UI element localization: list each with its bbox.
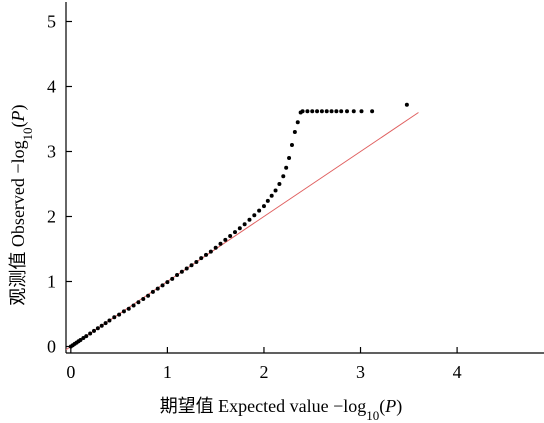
data-point bbox=[189, 263, 194, 268]
data-point bbox=[284, 165, 289, 170]
data-point bbox=[155, 286, 160, 291]
data-point bbox=[370, 109, 375, 114]
data-point bbox=[88, 331, 93, 336]
data-point bbox=[345, 109, 350, 114]
x-ticks: 0 1 2 3 4 bbox=[66, 347, 462, 382]
data-point bbox=[281, 174, 286, 179]
data-point bbox=[117, 312, 122, 317]
data-point bbox=[126, 306, 131, 311]
data-point bbox=[95, 326, 100, 331]
data-point bbox=[170, 276, 175, 281]
data-point bbox=[131, 303, 136, 308]
data-point bbox=[339, 109, 344, 114]
data-points bbox=[68, 102, 409, 349]
data-point bbox=[329, 109, 334, 114]
data-point bbox=[242, 222, 247, 227]
data-point bbox=[204, 252, 209, 257]
data-point bbox=[261, 204, 266, 209]
data-point bbox=[208, 249, 213, 254]
data-point bbox=[213, 245, 218, 250]
data-point bbox=[223, 237, 228, 242]
axes bbox=[65, 2, 544, 354]
data-point bbox=[324, 109, 329, 114]
data-point bbox=[277, 182, 282, 186]
data-point bbox=[194, 260, 199, 264]
data-point bbox=[305, 109, 310, 114]
data-point bbox=[150, 289, 155, 294]
data-point bbox=[359, 109, 364, 114]
data-point bbox=[315, 109, 320, 114]
x-tick-label: 0 bbox=[66, 362, 75, 382]
data-point bbox=[273, 188, 278, 193]
data-point bbox=[319, 109, 324, 114]
data-point bbox=[237, 226, 242, 231]
data-point bbox=[141, 297, 146, 302]
y-ticks: 0 1 2 3 4 5 bbox=[47, 12, 72, 357]
data-point bbox=[184, 266, 189, 271]
data-point bbox=[351, 109, 356, 114]
data-point bbox=[295, 120, 300, 125]
data-point bbox=[310, 109, 315, 114]
y-tick-label: 3 bbox=[47, 142, 56, 162]
data-point bbox=[334, 109, 339, 114]
data-point bbox=[84, 334, 89, 339]
data-point bbox=[103, 321, 108, 326]
data-point bbox=[247, 217, 252, 222]
data-point bbox=[165, 280, 170, 285]
data-point bbox=[287, 156, 292, 160]
data-point bbox=[146, 293, 151, 298]
data-point bbox=[199, 256, 204, 261]
data-point bbox=[112, 315, 117, 320]
data-point bbox=[289, 143, 294, 147]
data-point bbox=[269, 193, 274, 198]
data-point bbox=[92, 328, 97, 333]
data-point bbox=[218, 241, 223, 246]
x-tick-label: 2 bbox=[259, 362, 268, 382]
y-tick-label: 2 bbox=[47, 207, 56, 227]
data-point bbox=[78, 338, 83, 342]
y-tick-label: 5 bbox=[47, 12, 56, 32]
x-tick-label: 1 bbox=[163, 362, 172, 382]
data-point bbox=[107, 318, 112, 323]
data-point bbox=[179, 269, 184, 274]
y-axis-title: 观测值 Observed −log10(P) bbox=[8, 104, 35, 305]
data-point bbox=[228, 234, 233, 238]
data-point bbox=[252, 213, 257, 218]
data-point bbox=[160, 283, 165, 288]
data-point bbox=[257, 208, 262, 213]
data-point bbox=[121, 309, 126, 314]
x-tick-label: 4 bbox=[453, 362, 462, 382]
data-point bbox=[265, 198, 270, 203]
y-tick-label: 4 bbox=[47, 77, 56, 97]
data-point bbox=[99, 323, 104, 328]
data-point bbox=[175, 273, 180, 277]
y-tick-label: 0 bbox=[47, 337, 56, 357]
data-point bbox=[81, 336, 86, 341]
data-point bbox=[300, 109, 305, 114]
y-tick-label: 1 bbox=[47, 272, 56, 292]
x-tick-label: 3 bbox=[356, 362, 365, 382]
data-point bbox=[136, 300, 141, 305]
data-point bbox=[292, 130, 297, 134]
data-point bbox=[232, 230, 237, 235]
data-point bbox=[404, 102, 409, 107]
x-axis-title: 期望值 Expected value −log10(P) bbox=[160, 396, 403, 423]
